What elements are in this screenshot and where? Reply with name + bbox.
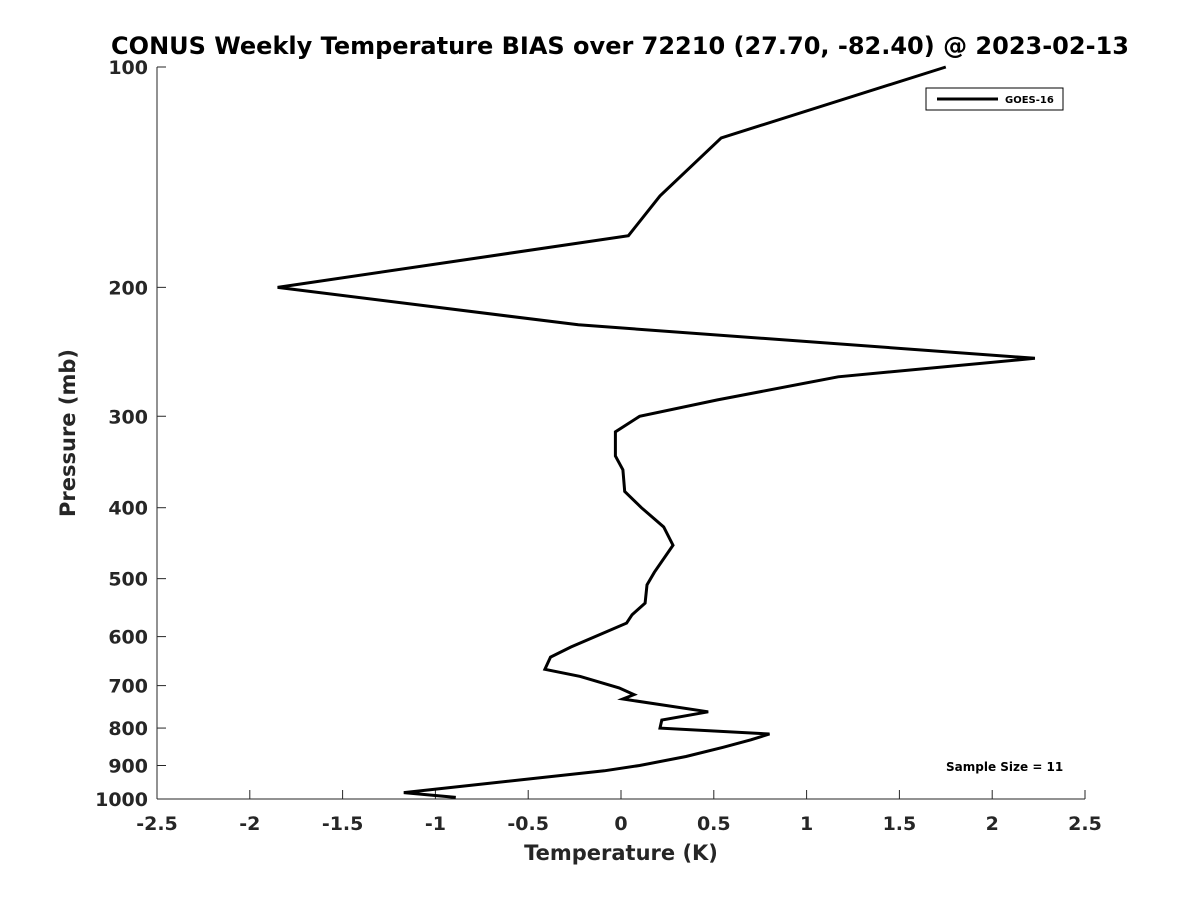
x-axis-ticks: -2.5 -2 -1.5 -1 -0.5 0 0.5 1 1.5 2 2.5 [136, 790, 1102, 835]
x-tick-label: -2.5 [136, 813, 178, 835]
legend: GOES-16 [925, 87, 1064, 111]
chart-title: CONUS Weekly Temperature BIAS over 72210… [111, 32, 1129, 60]
y-tick-label: 400 [108, 498, 148, 520]
legend-entry-goes-16: GOES-16 [1005, 95, 1054, 106]
y-tick-label: 600 [108, 627, 148, 649]
y-tick-label: 1000 [95, 789, 148, 811]
y-tick-label: 500 [108, 569, 148, 591]
y-tick-label: 100 [108, 57, 148, 79]
x-tick-label: 2 [986, 813, 999, 835]
y-axis-ticks: 100 200 300 400 500 600 700 800 900 1000 [95, 57, 166, 811]
x-tick-label: -1.5 [322, 813, 364, 835]
y-tick-label: 300 [108, 406, 148, 428]
y-tick-label: 700 [108, 676, 148, 698]
x-tick-label: -1 [425, 813, 446, 835]
y-tick-label: 900 [108, 756, 148, 778]
x-tick-label: 0.5 [697, 813, 731, 835]
y-axis-label: Pressure (mb) [56, 349, 80, 517]
x-axis-label: Temperature (K) [524, 841, 718, 865]
x-tick-label: 0 [614, 813, 627, 835]
x-tick-label: -0.5 [507, 813, 549, 835]
series-line-goes-16 [277, 65, 1036, 799]
x-tick-label: 2.5 [1068, 813, 1102, 835]
series-group [277, 65, 1036, 799]
x-tick-label: 1 [800, 813, 813, 835]
sample-size-annotation: Sample Size = 11 [946, 760, 1063, 774]
y-tick-label: 800 [108, 718, 148, 740]
y-tick-label: 200 [108, 277, 148, 299]
x-tick-label: -2 [239, 813, 260, 835]
x-tick-label: 1.5 [883, 813, 917, 835]
plot-area [157, 67, 1085, 799]
